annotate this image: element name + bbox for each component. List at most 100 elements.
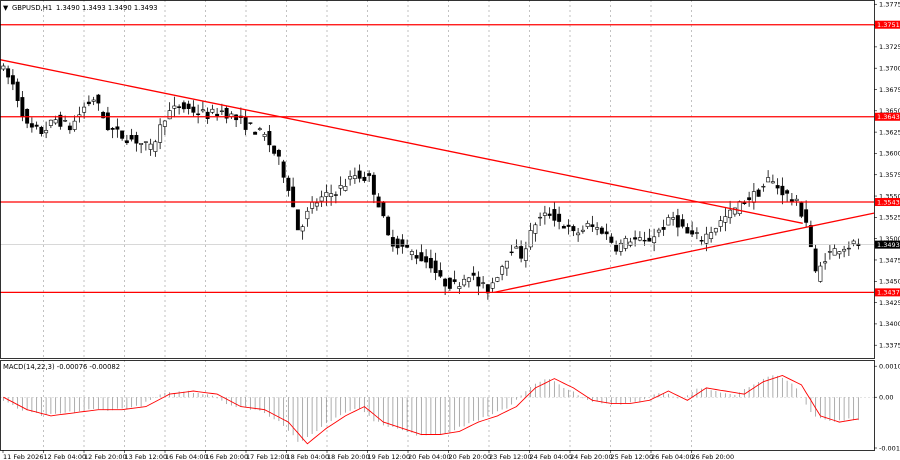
candle-body bbox=[637, 237, 642, 241]
y-tick-label: 1.3475 bbox=[879, 256, 900, 264]
candle-body bbox=[371, 174, 376, 195]
macd-y-tick-label: 0.0010 bbox=[879, 363, 900, 371]
horizontal-levels[interactable] bbox=[0, 24, 874, 294]
candle-body bbox=[751, 191, 756, 203]
trendlines[interactable] bbox=[0, 59, 875, 294]
candle-body bbox=[286, 177, 291, 191]
candle-body bbox=[728, 209, 733, 219]
candle-body bbox=[295, 209, 300, 231]
candle-body bbox=[443, 278, 448, 287]
candle-body bbox=[248, 122, 253, 124]
candle-body bbox=[433, 260, 438, 273]
x-tick-label: 20 Feb 20:00 bbox=[449, 453, 492, 460]
y-tick-label: 1.3550 bbox=[879, 192, 900, 200]
trendline[interactable] bbox=[0, 59, 803, 224]
candle-body bbox=[704, 233, 709, 244]
candle-body bbox=[590, 224, 595, 227]
candle-body bbox=[827, 251, 832, 253]
candle-body bbox=[652, 236, 657, 244]
candle-body bbox=[808, 225, 813, 248]
candle-body bbox=[281, 161, 286, 178]
x-tick-label: 18 Feb 20:00 bbox=[327, 453, 370, 460]
candle-body bbox=[267, 131, 272, 146]
candle-body bbox=[357, 170, 362, 179]
y-tick-label: 1.3450 bbox=[879, 278, 900, 286]
candle-body bbox=[775, 185, 780, 189]
candle-body bbox=[48, 119, 53, 126]
price-panel-frame bbox=[0, 0, 875, 359]
candle-body bbox=[447, 277, 452, 289]
candle-body bbox=[804, 209, 809, 223]
x-tick-label: 19 Feb 12:00 bbox=[368, 453, 411, 460]
candle-body bbox=[770, 181, 775, 184]
candle-body bbox=[585, 223, 590, 227]
candle-body bbox=[542, 212, 547, 216]
candle-body bbox=[414, 255, 419, 259]
candle-body bbox=[172, 105, 177, 109]
candle-body bbox=[6, 68, 11, 78]
candle-body bbox=[381, 202, 386, 217]
candle-body bbox=[732, 207, 737, 215]
candle-body bbox=[129, 135, 134, 140]
candle-body bbox=[181, 102, 186, 110]
x-tick-label: 18 Feb 04:00 bbox=[287, 453, 330, 460]
candle-body bbox=[528, 230, 533, 248]
candle-body bbox=[842, 248, 847, 252]
candle-body bbox=[395, 238, 400, 249]
x-tick-label: 13 Feb 12:00 bbox=[125, 453, 168, 460]
candle-body bbox=[333, 194, 338, 196]
macd-panel bbox=[0, 375, 874, 445]
candle-body bbox=[205, 111, 210, 119]
candle-body bbox=[832, 248, 837, 256]
candle-body bbox=[723, 216, 728, 223]
candle-body bbox=[609, 236, 614, 243]
candle-body bbox=[580, 229, 585, 232]
x-tick-label: 11 Feb 2026 bbox=[3, 453, 43, 460]
x-tick-label: 24 Feb 04:00 bbox=[530, 453, 573, 460]
x-tick-label: 23 Feb 12:00 bbox=[489, 453, 532, 460]
ohlc-values: 1.3490 1.3493 1.3490 1.3493 bbox=[56, 4, 158, 12]
candle-body bbox=[276, 149, 281, 157]
candle-body bbox=[452, 279, 457, 282]
candle-body bbox=[614, 244, 619, 252]
candle-body bbox=[362, 176, 367, 181]
level-price-tag bbox=[875, 112, 900, 121]
x-tick-label: 26 Feb 20:00 bbox=[692, 453, 735, 460]
candle-body bbox=[162, 120, 167, 127]
level-price-tag bbox=[875, 20, 900, 29]
candle-body bbox=[561, 225, 566, 229]
candle-body bbox=[338, 185, 343, 189]
candle-body bbox=[101, 111, 106, 119]
candle-body bbox=[44, 130, 49, 134]
y-tick-label: 1.3775 bbox=[879, 1, 900, 9]
candle-body bbox=[177, 106, 182, 108]
candle-body bbox=[1, 65, 6, 70]
candle-body bbox=[761, 185, 766, 188]
candle-body bbox=[329, 193, 334, 197]
candle-body bbox=[799, 202, 804, 217]
candle-body bbox=[628, 241, 633, 246]
symbol-menu-icon[interactable]: ▼ bbox=[3, 4, 9, 12]
candle-body bbox=[39, 126, 44, 134]
candle-body bbox=[262, 134, 267, 137]
candle-body bbox=[737, 201, 742, 214]
candle-body bbox=[438, 270, 443, 277]
candle-body bbox=[837, 251, 842, 255]
candle-body bbox=[120, 130, 125, 139]
level-price-tag bbox=[875, 288, 900, 297]
candle-body bbox=[533, 224, 538, 234]
candle-body bbox=[200, 109, 205, 112]
candle-body bbox=[823, 261, 828, 264]
x-tick-label: 24 Feb 20:00 bbox=[570, 453, 613, 460]
x-tick-label: 20 Feb 04:00 bbox=[408, 453, 451, 460]
candle-body bbox=[471, 272, 476, 276]
trendline[interactable] bbox=[493, 212, 875, 294]
candle-body bbox=[495, 277, 500, 282]
candle-body bbox=[675, 215, 680, 228]
candle-body bbox=[257, 128, 262, 130]
candle-body bbox=[623, 238, 628, 249]
x-tick-label: 16 Feb 20:00 bbox=[206, 453, 249, 460]
candle-body bbox=[794, 198, 799, 201]
